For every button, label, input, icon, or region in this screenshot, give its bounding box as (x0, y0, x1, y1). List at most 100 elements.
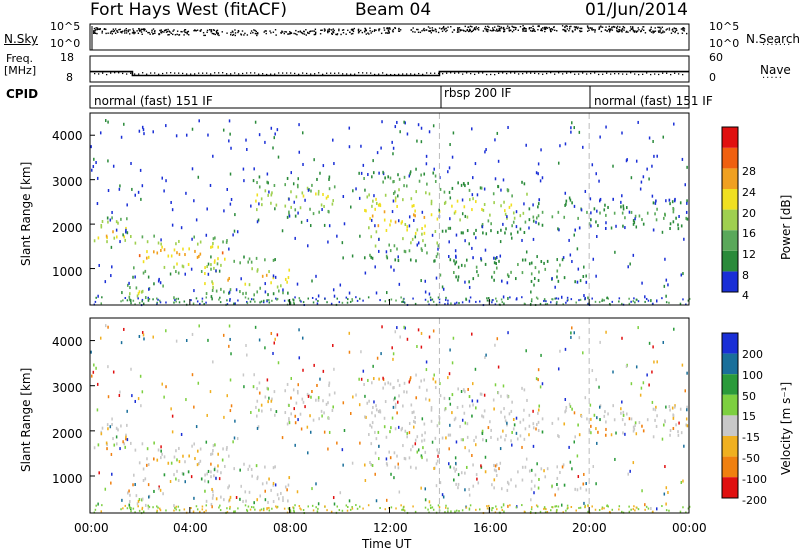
velocity-cell (370, 463, 372, 467)
power-cell (378, 237, 380, 241)
power-cell (298, 150, 301, 154)
velocity-cell (106, 443, 108, 447)
power-cell (406, 228, 408, 232)
noise-point (280, 31, 282, 34)
power-cell (135, 286, 138, 290)
power-cell (260, 300, 263, 303)
noise-point (240, 34, 243, 36)
power-cell (385, 254, 388, 258)
velocity-cell (484, 470, 487, 474)
power-cell (565, 199, 568, 203)
velocity-cell (491, 483, 493, 487)
velocity-cell (139, 374, 142, 378)
velocity-cell (621, 400, 623, 404)
velocity-cell (569, 404, 572, 408)
noise-point (493, 26, 496, 28)
power-cell (176, 251, 178, 255)
velocity-cell (398, 394, 400, 398)
velocity-cell (528, 424, 531, 428)
power-cell (142, 271, 145, 275)
power-cell (371, 214, 374, 218)
noise-point (96, 27, 99, 29)
noise-point (680, 28, 683, 30)
velocity-cell (593, 413, 596, 417)
noise-point (330, 29, 333, 31)
nave-point (486, 73, 488, 76)
power-cell (328, 187, 331, 191)
power-cell (443, 201, 446, 205)
velocity-cell (196, 508, 199, 511)
velocity-cell (288, 417, 290, 421)
power-cell (387, 175, 389, 179)
velocity-cell (278, 497, 280, 501)
power-cell (620, 205, 622, 209)
velocity-cell (123, 442, 126, 446)
velocity-cell (307, 451, 309, 455)
power-cell (261, 274, 264, 278)
velocity-cell (351, 506, 353, 509)
velocity-cell (654, 408, 657, 412)
velocity-cell (537, 408, 540, 412)
velocity-cell (302, 368, 304, 372)
velocity-cell (633, 427, 636, 431)
noise-point (510, 29, 512, 32)
velocity-cell (382, 386, 384, 390)
noise-point (313, 33, 316, 36)
power-cell (226, 303, 229, 306)
velocity-cell (309, 414, 311, 418)
velocity-cell (672, 413, 674, 417)
power-cell (583, 265, 585, 269)
power-cell (297, 177, 299, 181)
velocity-cell (535, 504, 538, 507)
power-cell (662, 135, 665, 139)
power-cell (390, 219, 392, 223)
noise-point (463, 30, 465, 32)
velocity-cell (177, 479, 180, 483)
power-cell (687, 299, 690, 302)
noise-panel-frame (89, 23, 690, 51)
nave-point (378, 73, 380, 75)
power-cell (570, 130, 572, 134)
power-cell (646, 167, 648, 171)
noise-point (616, 30, 619, 33)
velocity-cell (367, 504, 370, 507)
noise-point (487, 29, 489, 31)
velocity-cell (562, 463, 565, 467)
velocity-cell (483, 393, 486, 397)
velocity-cell (441, 493, 444, 497)
noise-point (487, 30, 489, 33)
velocity-cell (405, 390, 408, 394)
velocity-cell (651, 370, 653, 374)
power-cell (621, 302, 623, 305)
noise-point (173, 29, 175, 31)
velocity-cell (141, 331, 144, 335)
velocity-cell (105, 324, 107, 328)
power-cell (210, 263, 212, 267)
noise-point (386, 32, 388, 34)
power-cell (540, 260, 543, 264)
nave-point (194, 73, 196, 75)
velocity-cell (100, 510, 103, 513)
power-cell (481, 207, 483, 211)
velocity-cell (587, 510, 589, 513)
velocity-cell (98, 471, 100, 475)
velocity-cell (392, 405, 395, 409)
nave-point (618, 73, 620, 75)
power-cell (300, 300, 302, 303)
nave-point (306, 72, 308, 75)
velocity-cell (323, 430, 326, 434)
velocity-cell (356, 507, 359, 510)
velocity-cell (292, 507, 295, 510)
power-cell (556, 275, 558, 279)
velocity-cell (557, 417, 560, 421)
noise-point (140, 28, 143, 31)
power-cell (394, 190, 396, 194)
velocity-cell (390, 426, 392, 430)
velocity-cell (627, 472, 629, 476)
nave-point (186, 73, 188, 75)
power-cell (554, 297, 556, 300)
power-cell (123, 235, 126, 239)
noise-point (391, 30, 394, 32)
velocity-cell (316, 383, 318, 387)
velocity-cell (664, 420, 666, 424)
